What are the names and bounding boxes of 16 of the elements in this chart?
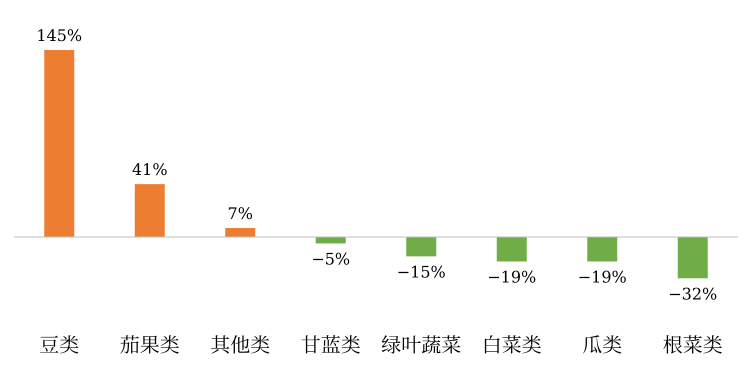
data-label: 7%	[228, 204, 253, 223]
data-label: 41%	[132, 160, 168, 180]
x-tick-label: 白菜类	[482, 329, 542, 358]
data-label: −19%	[578, 268, 627, 287]
data-label: 145%	[36, 26, 82, 45]
x-tick-label: 绿叶蔬菜	[381, 329, 462, 358]
data-label: −32%	[668, 284, 718, 304]
x-tick-label: 其他类	[210, 329, 270, 358]
data-label: −5%	[311, 249, 350, 268]
x-tick-label: 瓜类	[582, 329, 622, 358]
x-tick-label: 豆类	[39, 329, 80, 358]
x-tick-label: 甘蓝类	[300, 329, 361, 358]
data-label: −19%	[487, 268, 536, 287]
x-tick-label: 根菜类	[662, 329, 723, 358]
data-label: −15%	[396, 262, 446, 282]
x-tick-label: 茄果类	[120, 329, 180, 358]
